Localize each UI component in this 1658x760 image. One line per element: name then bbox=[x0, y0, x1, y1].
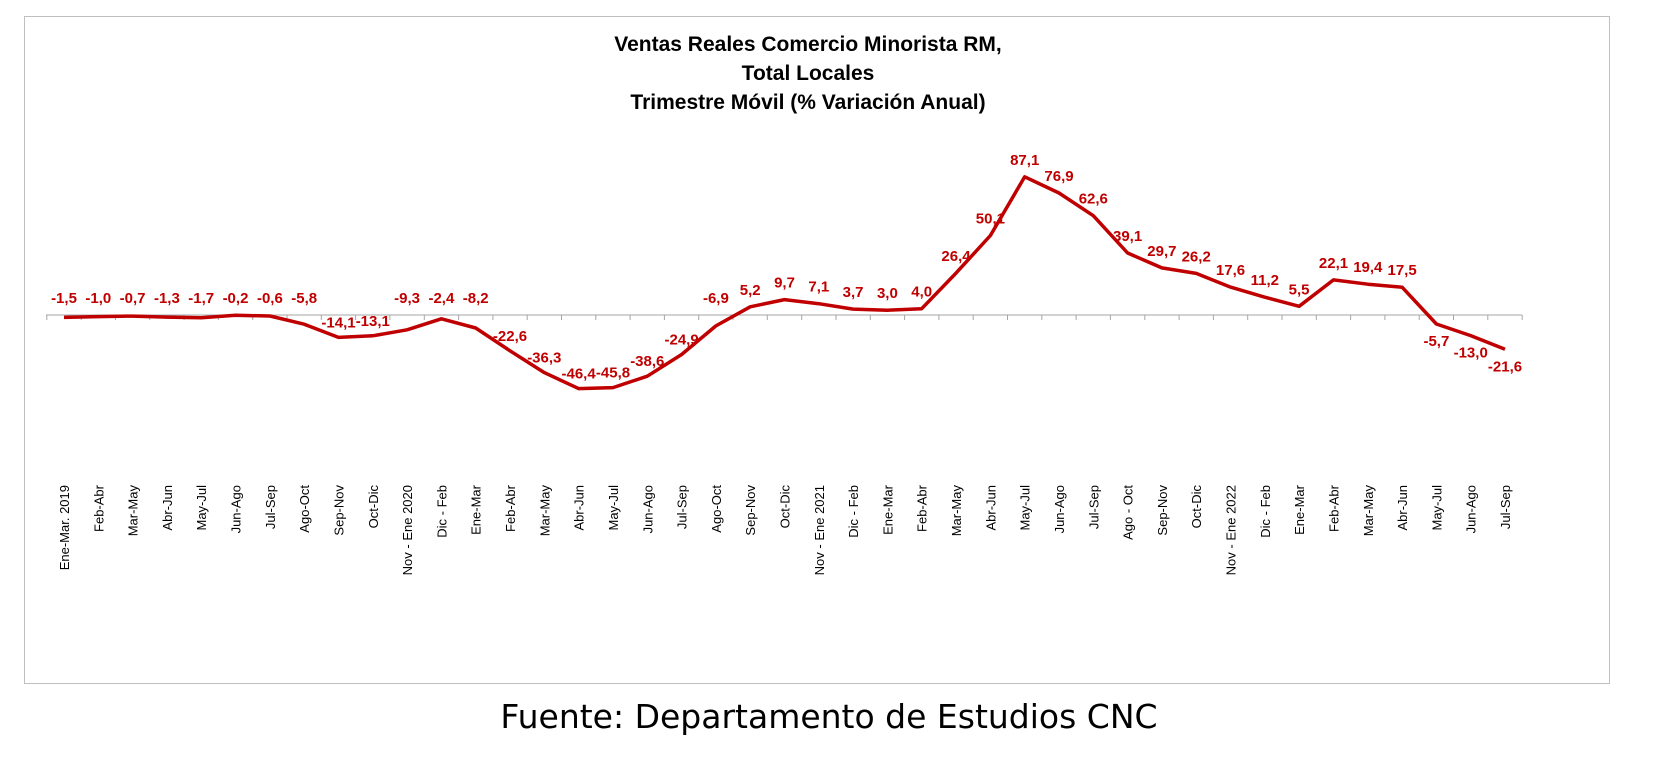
x-tick-label: Jun-Ago bbox=[1052, 485, 1067, 533]
x-tick-label: May-Jul bbox=[606, 485, 621, 531]
data-label: -5,8 bbox=[291, 290, 317, 307]
x-tick-label: Jul-Sep bbox=[263, 485, 278, 529]
x-tick-label: Ago - Oct bbox=[1121, 485, 1136, 540]
data-label: 29,7 bbox=[1147, 243, 1176, 260]
data-label: 5,2 bbox=[740, 282, 761, 299]
data-label: 7,1 bbox=[808, 279, 829, 296]
data-label: 76,9 bbox=[1044, 168, 1073, 185]
x-tick-label: Nov - Ene 2022 bbox=[1224, 485, 1239, 575]
x-tick-label: Jun-Ago bbox=[229, 485, 244, 533]
series-line bbox=[63, 175, 1506, 391]
data-label: -45,8 bbox=[596, 365, 630, 382]
data-label: -1,7 bbox=[188, 290, 214, 307]
data-label: 19,4 bbox=[1353, 259, 1383, 276]
x-tick-label: Mar-May bbox=[1361, 485, 1376, 537]
x-tick-label: Jul-Sep bbox=[1086, 485, 1101, 529]
x-axis-labels: Ene-Mar. 2019 Feb-Abr Mar-May Abr-Jun May-Ju… bbox=[57, 484, 1513, 575]
data-label: -1,5 bbox=[51, 290, 77, 307]
x-tick-label: Abr-Jun bbox=[572, 485, 587, 531]
data-label: -1,0 bbox=[85, 290, 111, 307]
chart-title-line-2: Total Locales bbox=[742, 62, 875, 85]
x-tick-label: Dic - Feb bbox=[434, 485, 449, 538]
x-tick-label: Abr-Jun bbox=[1395, 485, 1410, 531]
x-tick-label: Jun-Ago bbox=[640, 485, 655, 533]
data-label: 5,5 bbox=[1289, 281, 1310, 298]
data-label: -13,0 bbox=[1454, 345, 1488, 362]
data-label: 3,0 bbox=[877, 285, 898, 302]
x-tick-label: Mar-May bbox=[949, 485, 964, 537]
data-label: -46,4 bbox=[561, 366, 596, 383]
data-label: 87,1 bbox=[1010, 152, 1039, 169]
x-tick-label: Sep-Nov bbox=[743, 485, 758, 536]
data-label: -38,6 bbox=[630, 353, 664, 370]
data-label: -13,1 bbox=[356, 313, 390, 330]
data-label: -8,2 bbox=[463, 290, 489, 307]
x-tick-label: Ene-Mar bbox=[469, 484, 484, 535]
x-tick-label: Dic - Feb bbox=[1258, 485, 1273, 538]
data-label: -24,9 bbox=[664, 332, 698, 349]
x-tick-label: Jul-Sep bbox=[1498, 485, 1513, 529]
data-label: 22,1 bbox=[1319, 255, 1348, 272]
x-tick-label: Jul-Sep bbox=[675, 485, 690, 529]
x-tick-label: Dic - Feb bbox=[846, 485, 861, 538]
x-tick-label: Ago-Oct bbox=[297, 485, 312, 533]
data-label: -5,7 bbox=[1423, 333, 1449, 350]
data-label: -2,4 bbox=[428, 290, 455, 307]
x-tick-label: May-Jul bbox=[1429, 485, 1444, 531]
data-label: 26,4 bbox=[941, 248, 971, 265]
data-label: -1,3 bbox=[154, 290, 180, 307]
data-label: 50,1 bbox=[976, 211, 1005, 228]
x-tick-label: May-Jul bbox=[1018, 485, 1033, 531]
x-tick-label: Feb-Abr bbox=[503, 484, 518, 532]
data-label: -21,6 bbox=[1488, 358, 1522, 375]
x-tick-label: Nov - Ene 2021 bbox=[812, 485, 827, 575]
data-label: -14,1 bbox=[321, 314, 355, 331]
data-labels: -1,5 -1,0 -0,7 -1,3 -1,7 -0,2 -0,6 -5,8-14,1 -13… bbox=[51, 152, 1522, 383]
chart-frame: Ventas Reales Comercio Minorista RM, Tot… bbox=[24, 16, 1610, 684]
x-tick-label: Mar-May bbox=[126, 485, 141, 537]
line-chart: Ventas Reales Comercio Minorista RM, Tot… bbox=[46, 33, 1523, 575]
data-label: -9,3 bbox=[394, 290, 420, 307]
source-note: Fuente: Departamento de Estudios CNC bbox=[500, 697, 1158, 736]
data-label: -22,6 bbox=[493, 328, 527, 345]
x-tick-label: Sep-Nov bbox=[332, 485, 347, 536]
x-tick-label: Ene-Mar. 2019 bbox=[57, 485, 72, 570]
x-tick-label: Nov - Ene 2020 bbox=[400, 485, 415, 575]
x-tick-label: Oct-Dic bbox=[1189, 485, 1204, 529]
x-tick-label: Feb-Abr bbox=[91, 484, 106, 532]
x-tick-label: Jun-Ago bbox=[1464, 485, 1479, 533]
x-tick-label: Ene-Mar bbox=[880, 484, 895, 535]
data-label: 3,7 bbox=[843, 284, 864, 301]
data-label: 39,1 bbox=[1113, 228, 1142, 245]
x-tick-label: Feb-Abr bbox=[1327, 484, 1342, 532]
data-label: -0,7 bbox=[120, 290, 146, 307]
data-label: 17,5 bbox=[1387, 262, 1416, 279]
data-label: -36,3 bbox=[527, 350, 561, 367]
data-label: 4,0 bbox=[911, 284, 932, 301]
x-tick-label: Mar-May bbox=[537, 485, 552, 537]
data-label: 62,6 bbox=[1079, 191, 1108, 208]
x-tick-label: Abr-Jun bbox=[983, 485, 998, 531]
x-tick-label: Feb-Abr bbox=[915, 484, 930, 532]
data-label: -0,2 bbox=[223, 290, 249, 307]
x-tick-label: Oct-Dic bbox=[366, 485, 381, 529]
x-tick-label: Ene-Mar bbox=[1292, 484, 1307, 535]
x-tick-label: Oct-Dic bbox=[778, 485, 793, 529]
x-tick-label: Abr-Jun bbox=[160, 485, 175, 531]
data-label: 17,6 bbox=[1216, 262, 1245, 279]
data-label: -0,6 bbox=[257, 290, 283, 307]
chart-title-line-1: Ventas Reales Comercio Minorista RM, bbox=[614, 33, 1001, 56]
data-label: 9,7 bbox=[774, 275, 795, 292]
x-tick-label: May-Jul bbox=[194, 485, 209, 531]
chart-title-line-3: Trimestre Móvil (% Variación Anual) bbox=[630, 91, 985, 114]
data-label: -6,9 bbox=[703, 290, 729, 307]
x-tick-label: Sep-Nov bbox=[1155, 485, 1170, 536]
data-label: 26,2 bbox=[1182, 248, 1211, 265]
x-tick-label: Ago-Oct bbox=[709, 485, 724, 533]
data-label: 11,2 bbox=[1251, 272, 1279, 289]
